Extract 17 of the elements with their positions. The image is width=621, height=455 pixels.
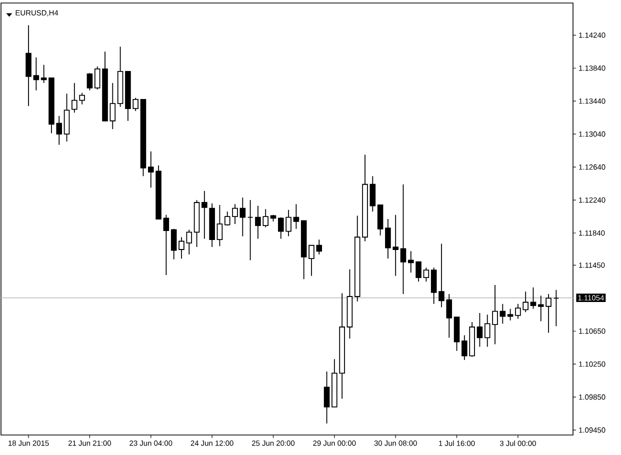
candlestick xyxy=(346,268,353,339)
candlestick xyxy=(370,176,376,212)
candlestick xyxy=(40,64,47,84)
candlestick xyxy=(33,56,40,91)
candlestick xyxy=(110,82,116,130)
candlestick xyxy=(324,371,330,424)
candlestick xyxy=(247,200,254,261)
candlestick xyxy=(202,190,208,240)
candlestick xyxy=(553,289,560,327)
candlestick xyxy=(476,312,483,348)
candlestick xyxy=(209,202,215,248)
candlestick xyxy=(26,24,32,106)
candlestick xyxy=(293,204,300,230)
candlestick xyxy=(400,184,406,294)
candlestick xyxy=(500,303,506,324)
candlestick xyxy=(240,197,246,237)
candlestick xyxy=(507,308,514,321)
